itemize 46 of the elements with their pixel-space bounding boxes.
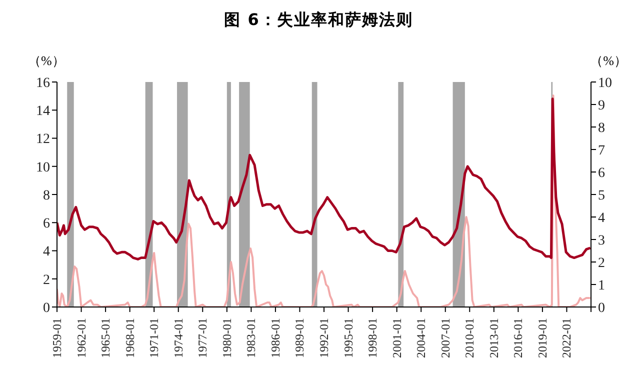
y-axis-title: （%） <box>28 52 65 70</box>
x-tick-label: 1959-01 <box>50 318 64 358</box>
y-tick-label: 2 <box>43 272 50 288</box>
line-series <box>57 98 591 260</box>
x-tick-label: 2007-01 <box>438 318 452 358</box>
y2-tick-label: 8 <box>598 120 605 136</box>
y2-tick-label: 6 <box>598 166 605 181</box>
y2-tick-label: 5 <box>598 188 605 204</box>
x-tick-label: 1971-01 <box>147 318 162 358</box>
y2-tick-label: 7 <box>598 143 605 158</box>
y-tick-label: 10 <box>36 160 50 176</box>
x-tick-label: 2010-01 <box>462 318 477 358</box>
y-tick-label: 12 <box>36 132 50 148</box>
y2-tick-label: 2 <box>598 256 605 271</box>
x-tick-label: 1980-01 <box>220 318 234 358</box>
x-tick-label: 2016-01 <box>511 318 526 358</box>
x-tick-label: 1962-01 <box>74 318 88 358</box>
x-tick-label: 1998-01 <box>366 318 380 358</box>
y2-axis-title: （%） <box>590 52 627 70</box>
y2-tick-label: 3 <box>598 233 605 248</box>
x-tick-label: 1992-01 <box>317 318 331 358</box>
x-tick-label: 2013-01 <box>486 318 501 358</box>
y2-tick-label: 0 <box>598 300 605 316</box>
x-tick-label: 1989-01 <box>292 318 307 358</box>
x-tick-label: 1974-01 <box>171 318 186 358</box>
x-tick-label: 1983-01 <box>244 318 258 358</box>
x-tick-label: 1968-01 <box>122 318 137 358</box>
x-tick-label: 2001-01 <box>390 318 404 358</box>
x-tick-label: 1965-01 <box>98 318 113 358</box>
x-tick-label: 1977-01 <box>196 318 210 358</box>
y2-tick-label: 10 <box>598 76 612 91</box>
y2-tick-label: 4 <box>598 210 605 226</box>
x-tick-label: 1995-01 <box>341 318 356 358</box>
y-tick-label: 14 <box>36 104 50 120</box>
y2-tick-label: 9 <box>598 98 605 114</box>
y-tick-label: 0 <box>43 300 50 316</box>
y-tick-label: 4 <box>43 244 50 260</box>
x-tick-label: 2004-01 <box>414 318 428 358</box>
x-tick-label: 2022-01 <box>560 318 574 358</box>
y-tick-label: 16 <box>36 76 50 91</box>
x-tick-label: 1986-01 <box>268 318 282 358</box>
y-tick-label: 6 <box>43 216 50 232</box>
x-tick-label: 2019-01 <box>535 318 550 358</box>
y-tick-label: 8 <box>43 188 50 204</box>
y2-tick-label: 1 <box>598 278 605 294</box>
chart-title: 图 6：失业率和萨姆法则 <box>223 10 414 31</box>
